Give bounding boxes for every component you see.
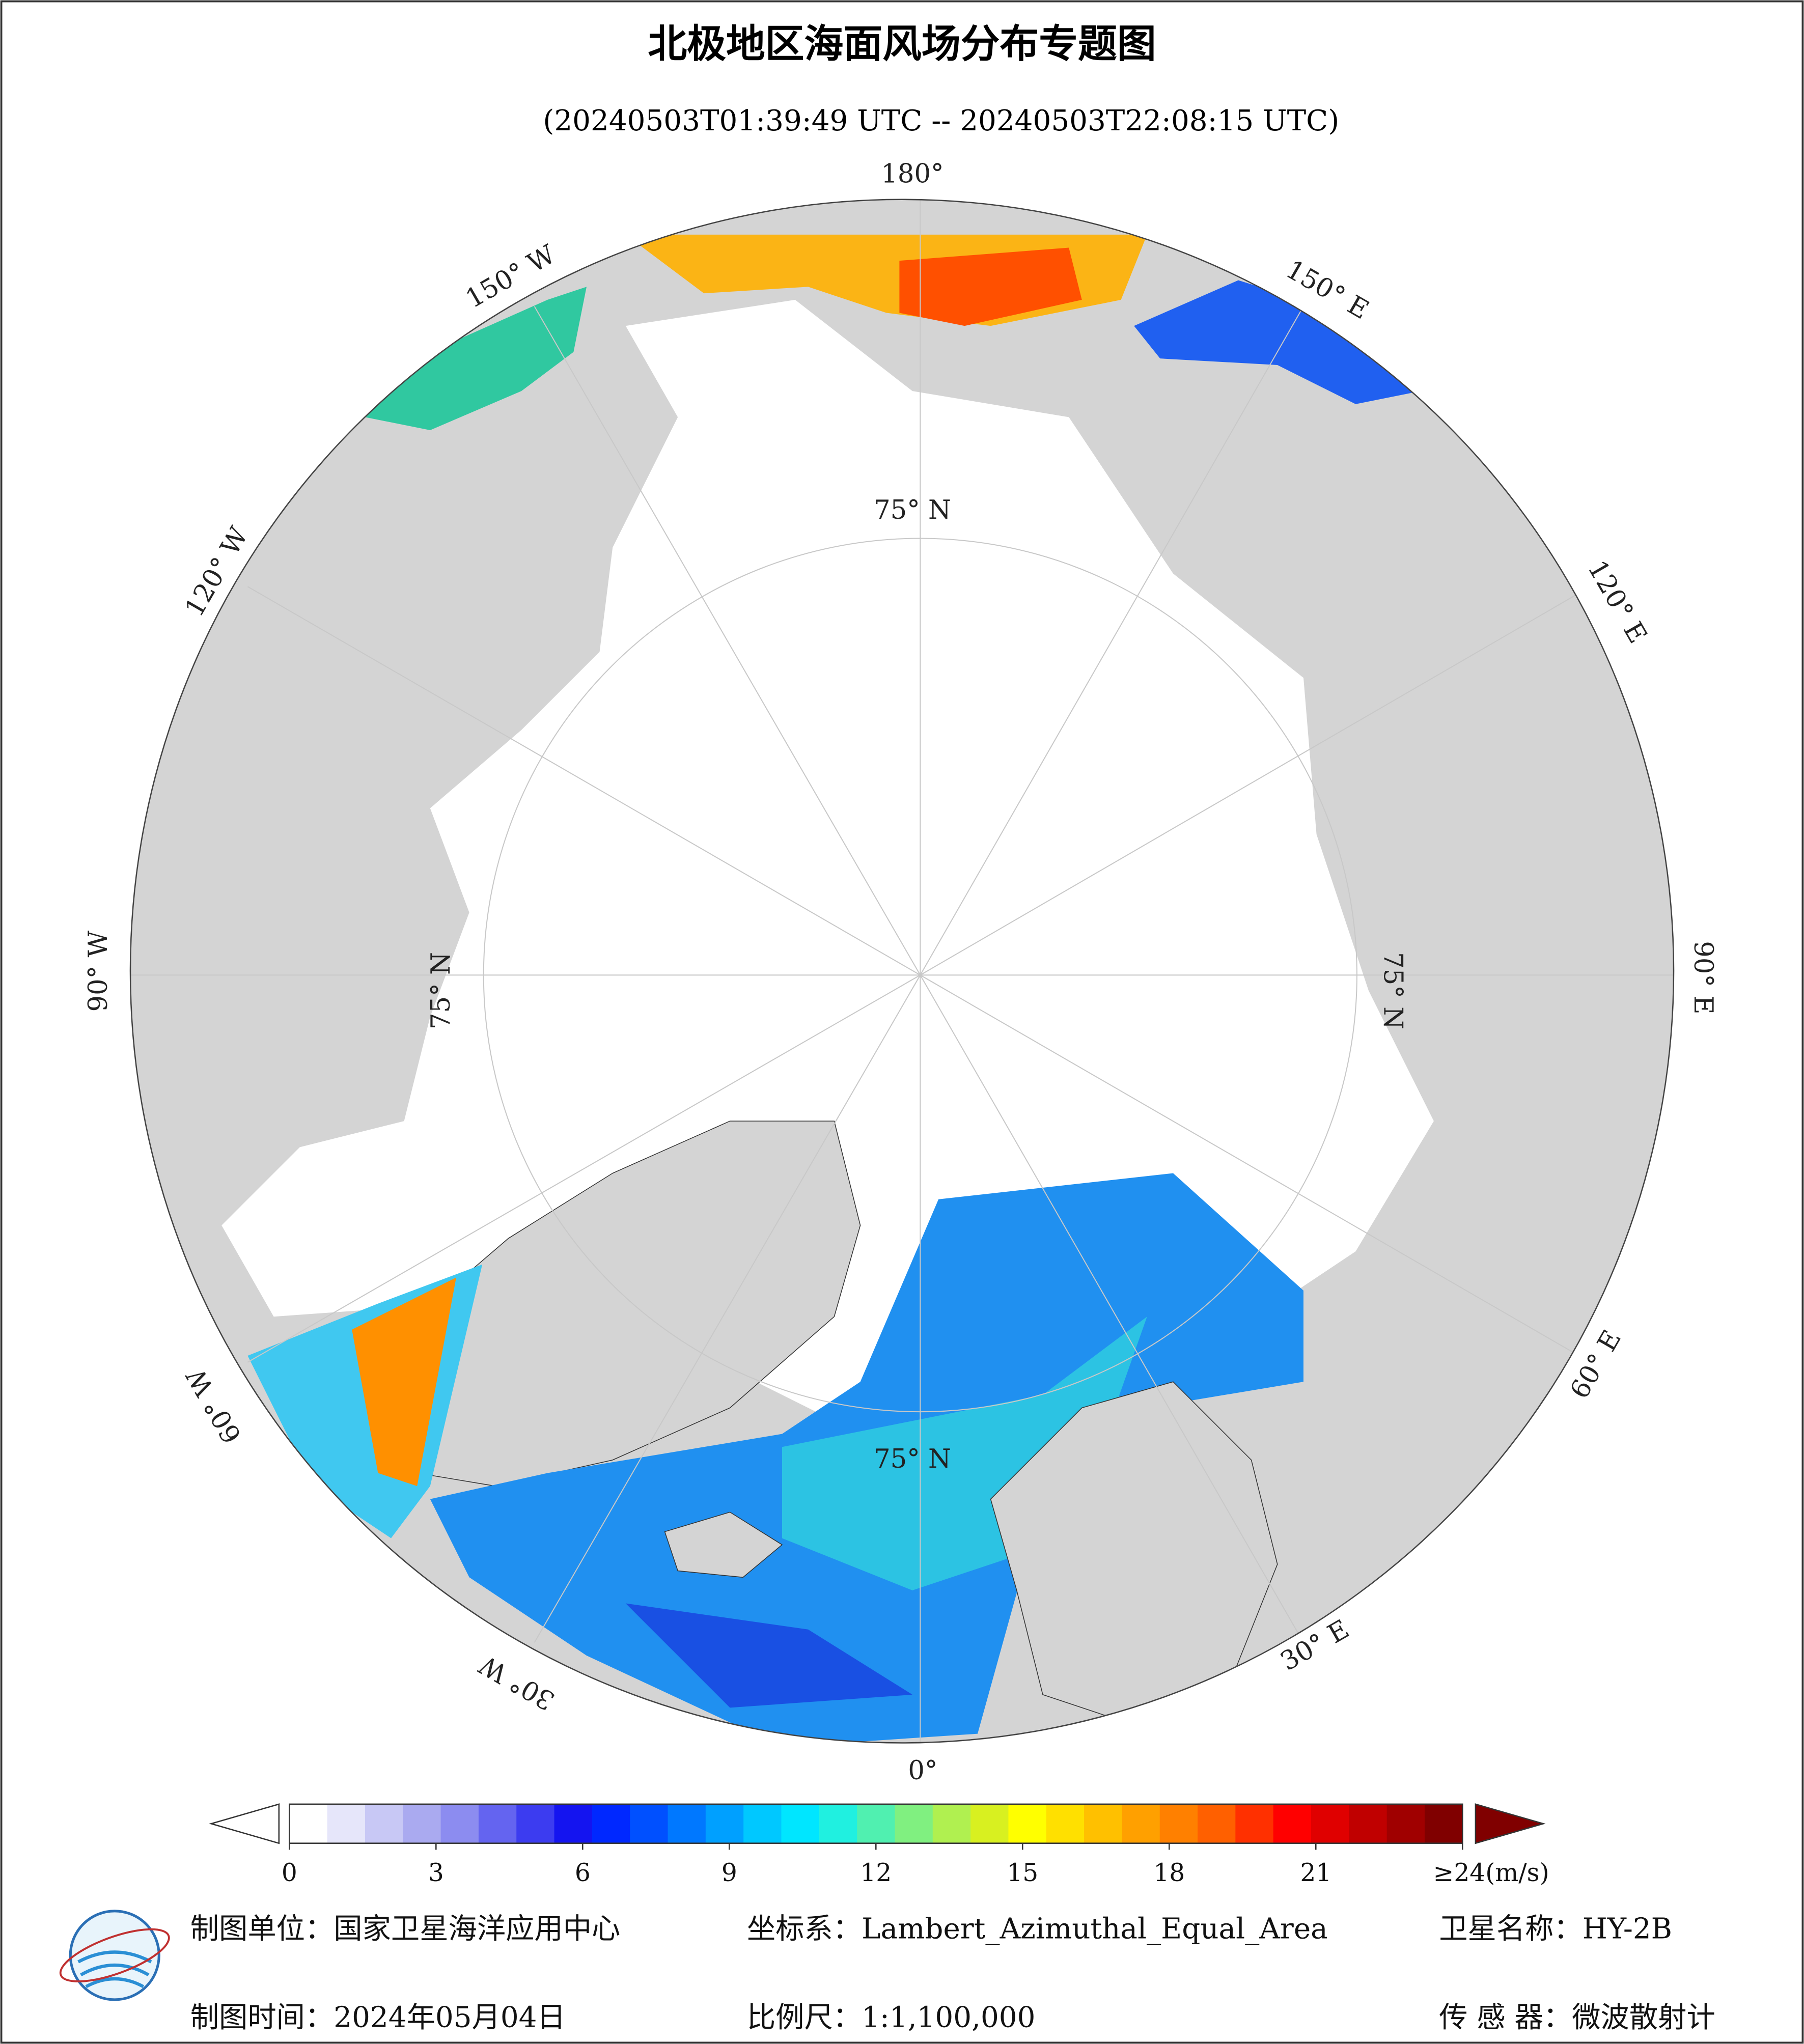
arctic-ocean (221, 299, 1434, 1460)
subtitle: (20240503T01:39:49 UTC -- 20240503T22:08… (543, 104, 1339, 137)
over-triangle (1475, 1803, 1546, 1844)
wind-field (899, 247, 1082, 326)
colorbar-cell (365, 1804, 404, 1843)
colorbar-cell (1273, 1804, 1312, 1843)
map-border (129, 199, 1675, 1744)
footer-text: 制图单位：国家卫星海洋应用中心 (190, 1913, 621, 1946)
colorbar-cell (1008, 1804, 1047, 1843)
colorbar-cell (1235, 1804, 1274, 1843)
colorbar-cell (743, 1804, 782, 1843)
colorbar-tick-label: 9 (721, 1859, 737, 1887)
colorbar-cell (554, 1804, 593, 1843)
colorbar-cell (705, 1804, 744, 1843)
colorbar-tick-label: 18 (1153, 1859, 1185, 1887)
colorbar-cell (327, 1804, 366, 1843)
lat-label: 75° N (1378, 952, 1408, 1029)
iceland (664, 1511, 783, 1578)
colorbar-cell (1198, 1804, 1236, 1843)
lon-label: 0° (908, 1755, 937, 1786)
map (130, 199, 1674, 1743)
colorbar-cell (819, 1804, 858, 1843)
title: 北极地区海面风场分布专题图 (648, 21, 1156, 67)
footer-text: 制图时间：2024年05月04日 (190, 2001, 566, 2034)
colorbar-tick-label: 3 (428, 1859, 444, 1887)
footer-text: 坐标系：Lambert_Azimuthal_Equal_Area (747, 1913, 1328, 1946)
logo (59, 1910, 170, 2001)
scandinavia (990, 1381, 1278, 1721)
lon-label: 90° E (1688, 941, 1718, 1014)
footer-text: 卫星名称：HY-2B (1439, 1913, 1672, 1946)
lat-label: 75° N (426, 952, 456, 1029)
lon-label: 90° W (83, 930, 114, 1012)
colorbar-cell (403, 1804, 441, 1843)
colorbar-tick-label: 12 (860, 1859, 892, 1887)
wind-field (352, 1277, 456, 1487)
colorbar-cell (1084, 1804, 1123, 1843)
colorbar-cell (970, 1804, 1009, 1843)
lat-label: 75° N (874, 1444, 951, 1474)
footer: 制图单位：国家卫星海洋应用中心 坐标系：Lambert_Azimuthal_Eq… (190, 1913, 1715, 2034)
lon-label: 180° (881, 158, 943, 189)
colorbar-tick-label: 15 (1007, 1859, 1038, 1887)
colorbar-cell (1349, 1804, 1387, 1843)
colorbar-cell (592, 1804, 631, 1843)
colorbar-cell (1122, 1804, 1160, 1843)
greenland (417, 1121, 861, 1487)
wind-field (365, 287, 587, 430)
colorbar-cell (1046, 1804, 1085, 1843)
colorbar-cell (781, 1804, 820, 1843)
under-triangle (209, 1803, 280, 1844)
colorbar-cell (1311, 1804, 1350, 1843)
colorbar-cell (895, 1804, 933, 1843)
colorbar-cell (478, 1804, 517, 1843)
graticule (130, 199, 1674, 1743)
colorbar-cell (516, 1804, 555, 1843)
colorbar-cell (932, 1804, 972, 1843)
colorbar-cell (1159, 1804, 1199, 1843)
latitude-labels: 75° N 75° N 75° N 75° N (426, 495, 1408, 1474)
footer-text: 传 感 器：微波散射计 (1439, 2001, 1715, 2034)
colorbar-cell (630, 1804, 669, 1843)
wind-field (1134, 280, 1421, 404)
colorbar-tick-label: ≥24(m/s) (1433, 1859, 1549, 1887)
colorbar-tick-label: 6 (575, 1859, 591, 1887)
colorbar-tick-label: 21 (1300, 1859, 1331, 1887)
colorbar-tick-label: 0 (282, 1859, 297, 1887)
colorbar-cell (440, 1804, 479, 1843)
colorbar-cell (1424, 1804, 1463, 1843)
colorbar: 0 3 6 9 12 15 18 21 ≥24(m/s) (209, 1803, 1549, 1887)
lat-label: 75° N (874, 495, 951, 525)
colorbar-cell (857, 1804, 896, 1843)
colorbar-cell (668, 1804, 706, 1843)
wind-field (625, 1603, 912, 1708)
colorbar-cell (289, 1804, 328, 1843)
footer-text: 比例尺：1:1,100,000 (747, 2001, 1036, 2034)
colorbar-cell (1386, 1804, 1425, 1843)
